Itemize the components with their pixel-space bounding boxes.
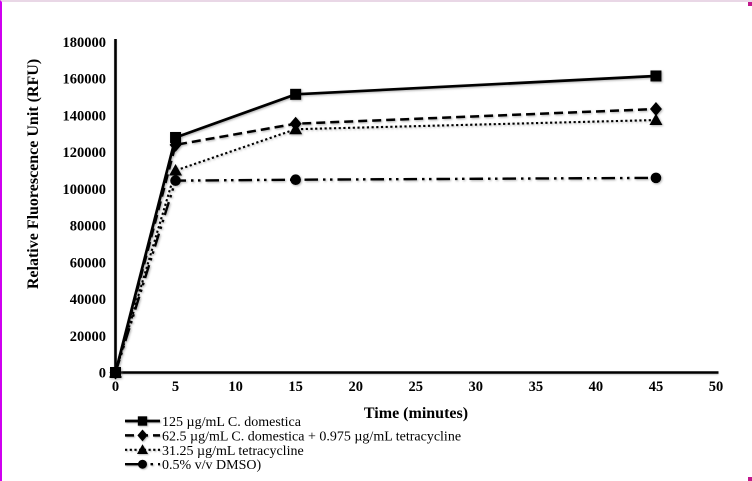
bottom-right-corner-dot xyxy=(748,477,752,481)
y-axis-tick-labels: 0 20000 40000 60000 80000 100000 120000 140000 1… xyxy=(63,35,107,382)
y-tick-label: 180000 xyxy=(63,35,107,51)
series-1 xyxy=(110,70,662,378)
y-tick-label: 80000 xyxy=(70,219,106,235)
axes xyxy=(113,39,719,374)
x-tick-label: 0 xyxy=(112,379,119,395)
marker-triangle xyxy=(169,164,183,176)
legend-label: 62.5 µg/mL C. domestica + 0.975 µg/mL te… xyxy=(162,429,461,444)
marker-circle xyxy=(137,459,148,469)
y-tick-label: 120000 xyxy=(63,145,107,161)
series-line xyxy=(114,107,657,373)
legend-label: 125 µg/mL C. domestica xyxy=(162,415,302,430)
marker-diamond xyxy=(289,116,302,131)
x-axis-tick-labels: 0 5 10 15 20 25 30 35 40 45 50 xyxy=(112,379,723,395)
y-tick-label: 40000 xyxy=(70,292,106,308)
y-axis-title: Relative Fluorescence Unit (RFU) xyxy=(25,59,42,289)
marker-circle xyxy=(290,174,301,186)
marker-diamond xyxy=(137,429,148,442)
series-4 xyxy=(110,172,662,378)
y-tick-label: 60000 xyxy=(70,255,106,271)
series-line xyxy=(114,176,656,373)
x-axis-title: Time (minutes) xyxy=(364,405,468,422)
marker-triangle xyxy=(136,444,149,455)
x-tick-label: 20 xyxy=(348,379,363,395)
marker-square xyxy=(110,367,121,378)
series-line xyxy=(114,118,656,373)
x-tick-label: 40 xyxy=(589,379,604,395)
legend-item-sample xyxy=(125,444,160,455)
plot-series xyxy=(109,70,663,380)
x-tick-label: 45 xyxy=(649,379,664,395)
series-2 xyxy=(109,102,662,380)
x-tick-label: 25 xyxy=(409,379,424,395)
marker-square xyxy=(137,416,148,426)
y-tick-label: 20000 xyxy=(70,329,106,345)
y-tick-label: 100000 xyxy=(63,182,107,198)
marker-triangle xyxy=(649,113,663,126)
marker-square xyxy=(290,88,302,100)
series-3 xyxy=(109,113,663,378)
marker-square xyxy=(170,131,182,143)
x-tick-label: 15 xyxy=(288,379,303,395)
marker-square xyxy=(650,70,662,82)
y-tick-label: 140000 xyxy=(63,108,107,124)
top-right-corner-dot xyxy=(748,2,752,6)
legend-item-sample xyxy=(125,429,160,442)
series-line xyxy=(114,74,657,373)
y-tick-label: 160000 xyxy=(63,72,107,88)
marker-circle xyxy=(650,172,662,184)
legend-label: 31.25 µg/mL tetracycline xyxy=(162,444,304,459)
legend-label: 0.5% v/v DMSO) xyxy=(162,458,262,473)
marker-diamond xyxy=(649,102,662,117)
legend-samples xyxy=(125,416,160,469)
x-tick-label: 30 xyxy=(469,379,484,395)
legend-item-sample xyxy=(125,459,160,469)
legend-item-sample xyxy=(125,416,160,426)
x-tick-label: 50 xyxy=(709,379,724,395)
x-tick-label: 35 xyxy=(529,379,544,395)
marker-circle xyxy=(170,175,181,186)
y-tick-label: 0 xyxy=(99,366,106,382)
x-tick-label: 10 xyxy=(228,379,243,395)
x-tick-label: 5 xyxy=(172,379,179,395)
